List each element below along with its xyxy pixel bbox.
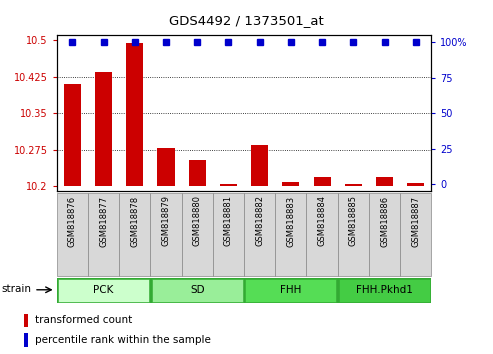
Text: FHH: FHH	[280, 285, 302, 295]
FancyBboxPatch shape	[57, 193, 88, 276]
Text: GSM818883: GSM818883	[286, 195, 295, 246]
Text: GSM818882: GSM818882	[255, 195, 264, 246]
Bar	[126, 43, 143, 186]
Text: PCK: PCK	[93, 285, 114, 295]
Text: GSM818885: GSM818885	[349, 195, 358, 246]
Text: GSM818887: GSM818887	[411, 195, 420, 246]
FancyBboxPatch shape	[150, 193, 181, 276]
Text: percentile rank within the sample: percentile rank within the sample	[35, 335, 211, 345]
Text: GSM818877: GSM818877	[99, 195, 108, 246]
Text: GSM818878: GSM818878	[130, 195, 139, 246]
Bar	[314, 177, 331, 186]
FancyBboxPatch shape	[369, 193, 400, 276]
Text: GDS4492 / 1373501_at: GDS4492 / 1373501_at	[169, 14, 324, 27]
FancyBboxPatch shape	[244, 193, 275, 276]
Bar	[339, 279, 430, 302]
FancyBboxPatch shape	[275, 193, 307, 276]
Text: strain: strain	[1, 284, 31, 294]
Bar	[407, 183, 424, 186]
Bar	[251, 145, 268, 186]
Bar	[24, 314, 28, 327]
Bar	[157, 148, 175, 186]
Text: transformed count: transformed count	[35, 315, 132, 325]
FancyBboxPatch shape	[338, 193, 369, 276]
Bar	[345, 184, 362, 186]
FancyBboxPatch shape	[213, 193, 244, 276]
Bar	[282, 182, 299, 186]
Bar	[376, 177, 393, 186]
Text: FHH.Pkhd1: FHH.Pkhd1	[356, 285, 413, 295]
FancyBboxPatch shape	[119, 193, 150, 276]
FancyBboxPatch shape	[181, 193, 213, 276]
FancyBboxPatch shape	[307, 193, 338, 276]
Bar	[24, 333, 28, 347]
Bar	[58, 279, 149, 302]
Text: GSM818879: GSM818879	[162, 195, 171, 246]
Bar	[220, 184, 237, 186]
Bar	[64, 84, 81, 186]
FancyBboxPatch shape	[400, 193, 431, 276]
Text: GSM818886: GSM818886	[380, 195, 389, 246]
Bar	[152, 279, 243, 302]
FancyBboxPatch shape	[88, 193, 119, 276]
Text: GSM818881: GSM818881	[224, 195, 233, 246]
Bar	[189, 160, 206, 186]
Bar	[95, 72, 112, 186]
Text: SD: SD	[190, 285, 205, 295]
Text: GSM818876: GSM818876	[68, 195, 77, 246]
Text: GSM818884: GSM818884	[317, 195, 326, 246]
Bar	[246, 279, 336, 302]
Text: GSM818880: GSM818880	[193, 195, 202, 246]
